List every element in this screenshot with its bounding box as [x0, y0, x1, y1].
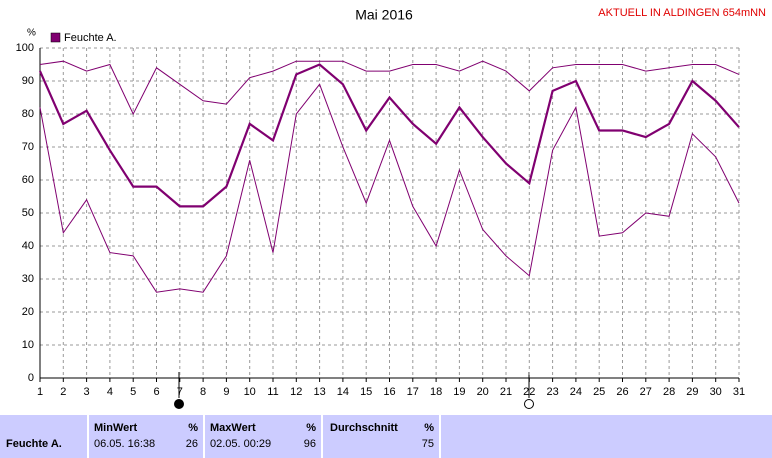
x-tick-label: 31	[733, 386, 745, 398]
data-line	[38, 63, 740, 208]
moon-icon	[174, 399, 184, 409]
x-tick-label: 18	[430, 386, 442, 398]
col-time: 06.05. 16:38	[94, 438, 156, 450]
chart-subtitle: AKTUELL IN ALDINGEN 654mNN	[598, 7, 766, 19]
x-tick-label: 26	[616, 386, 628, 398]
y-tick-label: 40	[22, 240, 34, 252]
data-line	[39, 83, 740, 293]
x-tick-label: 28	[663, 386, 675, 398]
y-tick-label: 70	[22, 141, 34, 153]
y-axis-label: %	[27, 28, 36, 39]
x-tick-label: 6	[153, 386, 159, 398]
x-tick-label: 5	[130, 386, 136, 398]
x-tick-label: 22	[523, 386, 535, 398]
col-label: Durchschnitt	[330, 422, 398, 434]
y-tick-label: 30	[22, 273, 34, 285]
x-tick-label: 27	[640, 386, 652, 398]
y-tick-label: 10	[22, 339, 34, 351]
col-value: 96	[303, 438, 316, 450]
y-tick-label: 80	[22, 108, 34, 120]
y-tick-label: 20	[22, 306, 34, 318]
x-tick-label: 16	[383, 386, 395, 398]
moon-icon	[524, 399, 534, 409]
table-row-header: Feuchte A.	[0, 415, 87, 458]
x-tick-label: 15	[360, 386, 372, 398]
data-line	[39, 60, 740, 116]
legend-swatch	[50, 32, 61, 43]
y-tick-label: 90	[22, 75, 34, 87]
x-tick-label: 23	[546, 386, 558, 398]
x-tick-label: 7	[177, 386, 183, 398]
legend-label: Feuchte A.	[64, 32, 117, 44]
x-tick-label: 29	[686, 386, 698, 398]
col-unit: %	[306, 422, 316, 434]
x-tick-label: 13	[313, 386, 325, 398]
x-tick-label: 20	[477, 386, 489, 398]
x-tick-label: 19	[453, 386, 465, 398]
table-cell	[441, 415, 772, 458]
x-tick-label: 8	[200, 386, 206, 398]
x-tick-label: 11	[267, 386, 278, 398]
x-tick-label: 9	[223, 386, 229, 398]
x-tick-label: 17	[407, 386, 419, 398]
col-label: MaxWert	[210, 422, 256, 434]
col-label: MinWert	[94, 422, 138, 434]
chart-title: Mai 2016	[355, 7, 413, 23]
y-tick-label: 50	[22, 207, 34, 219]
chart: Mai 2016 AKTUELL IN ALDINGEN 654mNN % Fe…	[16, 7, 766, 409]
x-tick-label: 12	[290, 386, 302, 398]
x-tick-label: 2	[60, 386, 66, 398]
y-tick-label: 0	[28, 372, 34, 384]
x-tick-label: 10	[244, 386, 256, 398]
col-time: 02.05. 00:29	[210, 438, 272, 450]
row-label: Feuchte A.	[6, 438, 62, 450]
table-cell: Durchschnitt % 75	[323, 415, 439, 458]
col-value: 75	[421, 438, 434, 450]
x-tick-label: 30	[710, 386, 722, 398]
y-tick-label: 60	[22, 174, 34, 186]
x-tick-label: 14	[337, 386, 349, 398]
table-cell: MaxWert % 02.05. 00:29 96	[205, 415, 321, 458]
x-tick-label: 25	[593, 386, 605, 398]
x-tick-label: 4	[107, 386, 113, 398]
x-tick-label: 3	[84, 386, 90, 398]
y-tick-label: 100	[16, 42, 34, 54]
x-tick-label: 24	[570, 386, 582, 398]
table-cell: MinWert % 06.05. 16:38 26	[89, 415, 203, 458]
col-unit: %	[424, 422, 434, 434]
x-tick-label: 21	[500, 386, 512, 398]
x-tick-label: 1	[37, 386, 43, 398]
col-unit: %	[188, 422, 198, 434]
col-value: 26	[185, 438, 198, 450]
